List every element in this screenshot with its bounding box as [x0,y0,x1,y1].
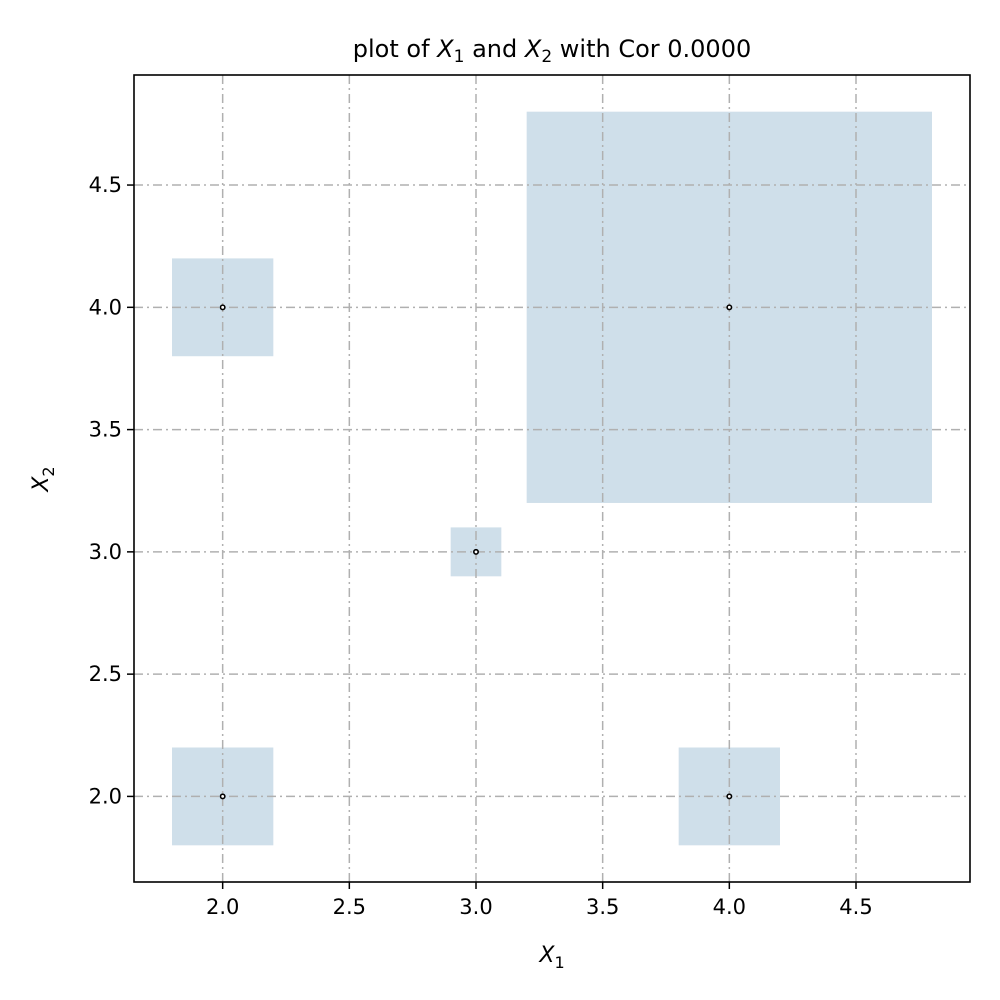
x-tick-label: 4.5 [839,895,872,919]
x-tick-label: 4.0 [713,895,746,919]
y-tick-label: 2.0 [89,784,122,808]
x-tick-label: 2.5 [333,895,366,919]
data-point [219,304,226,311]
data-point [726,793,733,800]
x-axis-ticks: 2.0 2.5 3.0 3.5 4.0 4.5 [206,882,873,919]
y-tick-label: 3.0 [89,540,122,564]
chart-title: plot of X1 and X2 with Cor 0.0000 [353,35,751,67]
y-tick-label: 4.0 [89,295,122,319]
x-axis-label: X1 [538,943,564,972]
data-points [219,304,733,800]
y-tick-label: 2.5 [89,662,122,686]
plot-frame [133,74,971,883]
y-axis-ticks: 2.0 2.5 3.0 3.5 4.0 4.5 [89,173,134,808]
data-point [726,304,733,311]
data-point [219,793,226,800]
x-tick-label: 2.0 [206,895,239,919]
grid [134,75,970,882]
data-point [472,548,479,555]
x-tick-label: 3.0 [459,895,492,919]
y-tick-label: 3.5 [89,418,122,442]
y-tick-label: 4.5 [89,173,122,197]
y-axis-label: X2 [29,466,58,492]
x-tick-label: 3.5 [586,895,619,919]
